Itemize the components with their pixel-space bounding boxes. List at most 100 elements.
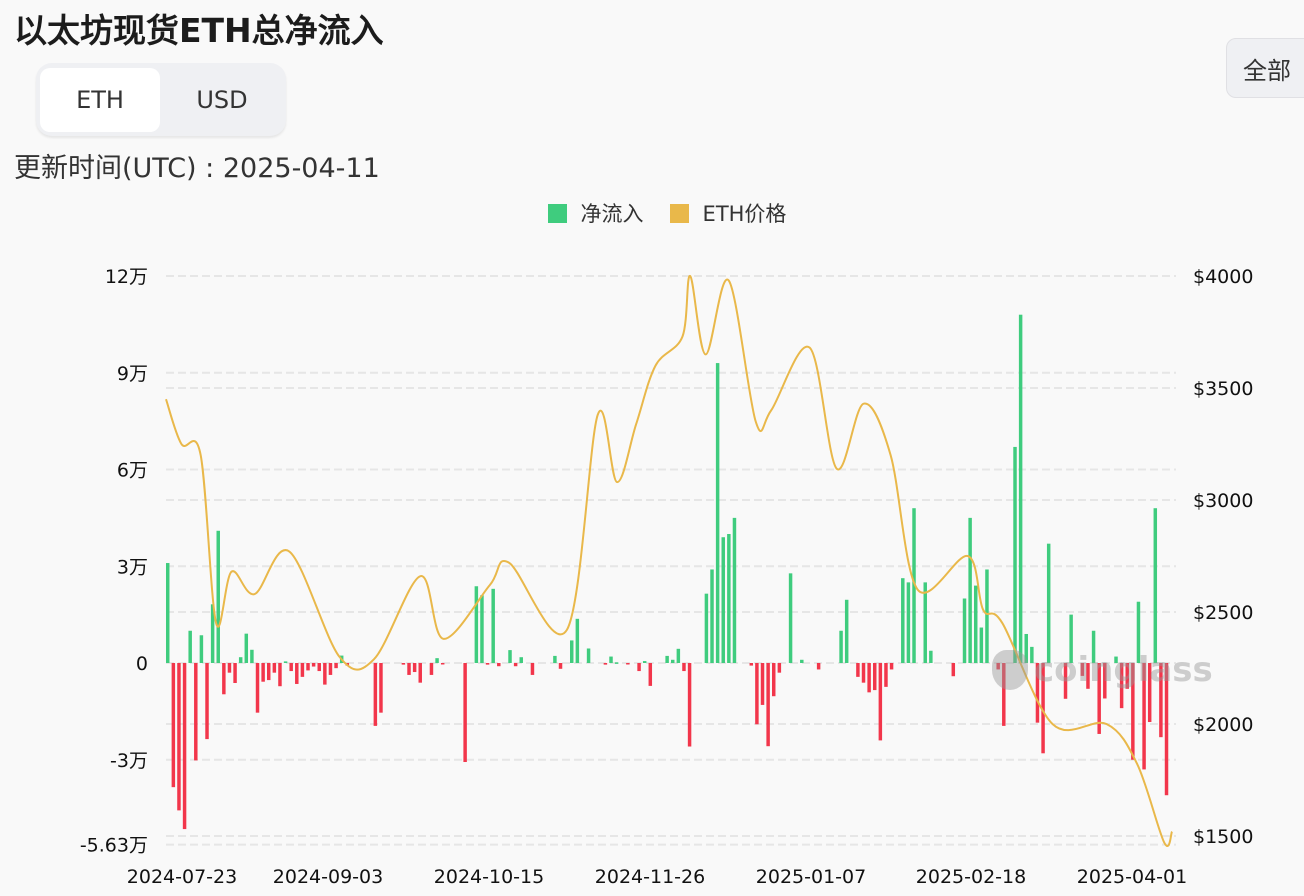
- net-inflow-bar[interactable]: [979, 627, 984, 663]
- net-inflow-bar[interactable]: [407, 663, 411, 675]
- net-inflow-bar[interactable]: [682, 663, 686, 672]
- net-inflow-bar[interactable]: [250, 649, 254, 663]
- net-inflow-bar[interactable]: [906, 582, 911, 663]
- net-inflow-bar[interactable]: [687, 663, 692, 747]
- net-inflow-bar[interactable]: [985, 569, 989, 663]
- net-inflow-bar[interactable]: [929, 650, 933, 663]
- net-inflow-bar[interactable]: [665, 655, 669, 663]
- net-inflow-bar[interactable]: [1119, 663, 1124, 709]
- net-inflow-bar[interactable]: [491, 588, 495, 663]
- net-inflow-bar[interactable]: [194, 663, 198, 761]
- net-inflow-bar[interactable]: [401, 663, 406, 665]
- net-inflow-bar[interactable]: [1018, 314, 1023, 663]
- net-inflow-bar[interactable]: [626, 663, 630, 665]
- net-inflow-bar[interactable]: [272, 663, 277, 673]
- net-inflow-bar[interactable]: [222, 663, 226, 695]
- legend-item-net-inflow[interactable]: 净流入: [547, 198, 644, 228]
- net-inflow-bar[interactable]: [177, 663, 181, 811]
- net-inflow-bar[interactable]: [553, 655, 557, 663]
- net-inflow-bar[interactable]: [800, 659, 804, 663]
- net-inflow-bar[interactable]: [923, 582, 927, 663]
- net-inflow-bar[interactable]: [676, 648, 681, 663]
- net-inflow-bar[interactable]: [412, 663, 417, 673]
- net-inflow-bar[interactable]: [614, 662, 619, 664]
- net-inflow-bar[interactable]: [749, 663, 754, 666]
- net-inflow-bar[interactable]: [1153, 508, 1158, 663]
- net-inflow-bar[interactable]: [418, 663, 422, 683]
- net-inflow-bar[interactable]: [878, 663, 883, 741]
- net-inflow-bar[interactable]: [334, 663, 338, 669]
- net-inflow-bar[interactable]: [637, 663, 641, 672]
- net-inflow-bar[interactable]: [1103, 663, 1107, 699]
- net-inflow-bar[interactable]: [171, 663, 176, 788]
- net-inflow-bar[interactable]: [199, 635, 204, 663]
- net-inflow-bar[interactable]: [267, 663, 271, 681]
- net-inflow-bar[interactable]: [188, 630, 192, 663]
- net-inflow-bar[interactable]: [1080, 663, 1085, 676]
- net-inflow-bar[interactable]: [289, 663, 293, 672]
- net-inflow-bar[interactable]: [788, 573, 793, 663]
- net-inflow-bar[interactable]: [901, 578, 905, 663]
- net-inflow-bar[interactable]: [429, 663, 434, 675]
- net-inflow-bar[interactable]: [642, 661, 647, 663]
- net-inflow-bar[interactable]: [974, 585, 978, 663]
- net-inflow-bar[interactable]: [166, 563, 170, 663]
- net-inflow-bar[interactable]: [497, 663, 501, 667]
- net-inflow-bar[interactable]: [519, 657, 523, 663]
- net-inflow-bar[interactable]: [1035, 663, 1040, 723]
- net-inflow-bar[interactable]: [884, 663, 888, 687]
- net-inflow-bar[interactable]: [1159, 663, 1163, 738]
- net-inflow-bar[interactable]: [889, 663, 894, 670]
- net-inflow-bar[interactable]: [861, 663, 866, 683]
- net-inflow-bar[interactable]: [586, 648, 591, 663]
- legend-item-eth-price[interactable]: ETH价格: [669, 198, 786, 228]
- net-inflow-bar[interactable]: [755, 663, 759, 725]
- net-inflow-bar[interactable]: [233, 663, 237, 683]
- net-inflow-bar[interactable]: [575, 618, 580, 663]
- net-inflow-bar[interactable]: [435, 658, 439, 663]
- net-inflow-bar[interactable]: [1164, 663, 1169, 796]
- net-inflow-bar[interactable]: [283, 661, 288, 663]
- net-inflow-bar[interactable]: [710, 569, 714, 663]
- net-inflow-bar[interactable]: [715, 363, 720, 663]
- net-inflow-bar[interactable]: [867, 663, 871, 693]
- net-inflow-bar[interactable]: [1030, 646, 1034, 663]
- net-inflow-bar[interactable]: [1091, 630, 1096, 663]
- net-inflow-bar[interactable]: [480, 595, 484, 663]
- net-inflow-bar[interactable]: [1131, 663, 1135, 760]
- net-inflow-bar[interactable]: [1046, 543, 1051, 663]
- net-inflow-bar[interactable]: [295, 663, 299, 684]
- net-inflow-bar[interactable]: [463, 663, 467, 763]
- net-inflow-bar[interactable]: [1097, 663, 1101, 734]
- net-inflow-bar[interactable]: [671, 659, 675, 663]
- net-inflow-bar[interactable]: [1024, 633, 1028, 663]
- net-inflow-bar[interactable]: [306, 663, 310, 671]
- net-inflow-bar[interactable]: [912, 508, 916, 663]
- net-inflow-bar[interactable]: [323, 663, 327, 685]
- net-inflow-bar[interactable]: [721, 537, 725, 663]
- net-inflow-bar[interactable]: [1041, 663, 1045, 754]
- net-inflow-bar[interactable]: [558, 663, 563, 669]
- net-inflow-bar[interactable]: [278, 663, 282, 687]
- net-inflow-bar[interactable]: [1136, 601, 1141, 663]
- net-inflow-bar[interactable]: [844, 599, 849, 663]
- net-inflow-bar[interactable]: [227, 663, 232, 673]
- net-inflow-bar[interactable]: [609, 656, 613, 663]
- net-inflow-bar[interactable]: [777, 663, 782, 673]
- net-inflow-bar[interactable]: [474, 586, 479, 663]
- net-inflow-bar[interactable]: [996, 663, 1000, 670]
- net-inflow-bar[interactable]: [603, 663, 608, 665]
- net-inflow-bar[interactable]: [328, 663, 333, 675]
- net-inflow-bar[interactable]: [530, 663, 535, 675]
- net-inflow-bar[interactable]: [238, 657, 243, 663]
- net-inflow-bar[interactable]: [485, 663, 490, 665]
- unit-option-usd[interactable]: USD: [196, 86, 248, 114]
- net-inflow-bar[interactable]: [1147, 663, 1152, 723]
- net-inflow-bar[interactable]: [839, 630, 843, 663]
- net-inflow-bar[interactable]: [1114, 656, 1118, 663]
- net-inflow-bar[interactable]: [300, 663, 305, 677]
- net-inflow-bar[interactable]: [440, 663, 445, 665]
- net-inflow-bar[interactable]: [951, 663, 956, 677]
- net-inflow-bar[interactable]: [317, 663, 321, 672]
